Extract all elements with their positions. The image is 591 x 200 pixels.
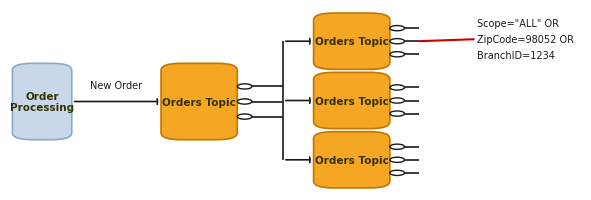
Text: Orders Topic: Orders Topic: [162, 97, 236, 107]
Text: Orders Topic: Orders Topic: [315, 37, 389, 47]
Text: Scope="ALL" OR: Scope="ALL" OR: [478, 19, 560, 29]
Circle shape: [390, 157, 404, 163]
Text: New Order: New Order: [90, 81, 142, 91]
Text: Order
Processing: Order Processing: [10, 91, 74, 113]
Circle shape: [390, 85, 404, 91]
FancyBboxPatch shape: [314, 132, 390, 188]
Circle shape: [238, 99, 252, 105]
Circle shape: [238, 84, 252, 90]
Text: ZipCode=98052 OR: ZipCode=98052 OR: [478, 35, 574, 45]
Circle shape: [390, 144, 404, 150]
Circle shape: [390, 52, 404, 58]
FancyBboxPatch shape: [314, 14, 390, 70]
Circle shape: [390, 111, 404, 117]
FancyBboxPatch shape: [161, 64, 238, 140]
Circle shape: [390, 98, 404, 104]
FancyBboxPatch shape: [314, 73, 390, 129]
FancyBboxPatch shape: [12, 64, 72, 140]
Circle shape: [238, 114, 252, 120]
Circle shape: [390, 26, 404, 32]
Circle shape: [390, 39, 404, 45]
Text: Orders Topic: Orders Topic: [315, 155, 389, 165]
Circle shape: [390, 170, 404, 176]
Text: Orders Topic: Orders Topic: [315, 96, 389, 106]
Text: BranchID=1234: BranchID=1234: [478, 51, 556, 61]
